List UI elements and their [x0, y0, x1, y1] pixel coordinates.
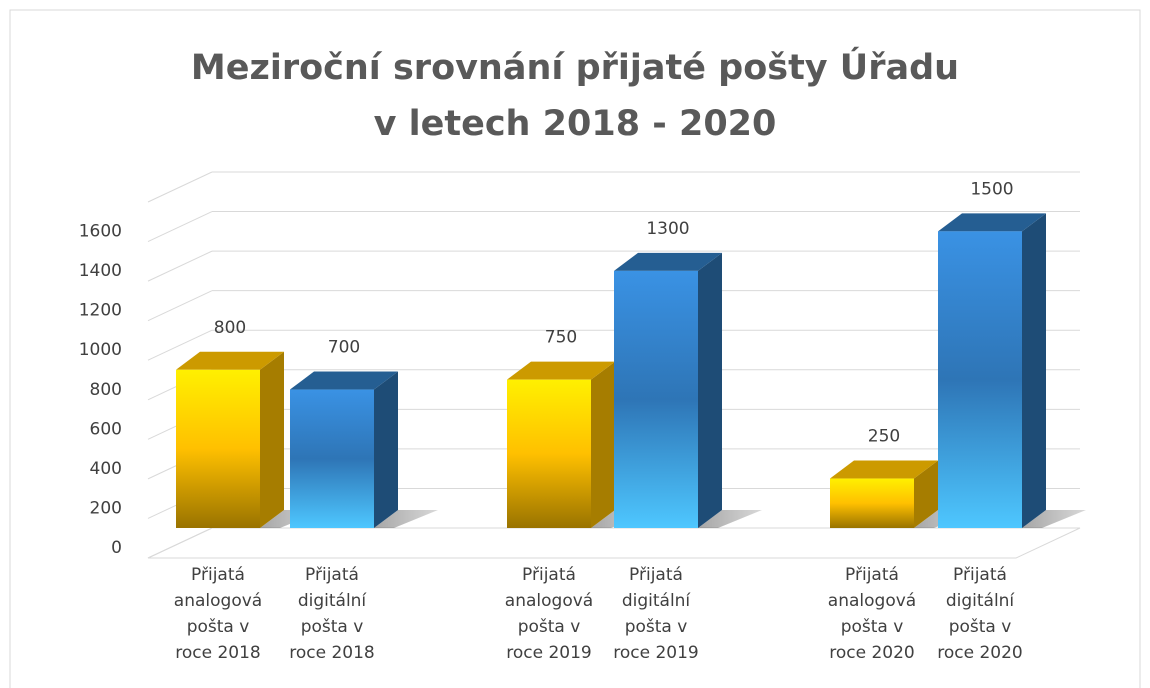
- grid-line: [147, 329, 213, 361]
- y-tick-label: 400: [90, 459, 122, 479]
- bar-side: [260, 351, 284, 528]
- grid-line: [147, 250, 213, 282]
- value-label: 1300: [646, 219, 689, 239]
- bar: [614, 270, 698, 528]
- x-tick-label: Přijatá analogová pošta v roce 2018: [173, 565, 263, 663]
- bar-side: [698, 252, 722, 528]
- grid-line: [147, 290, 213, 322]
- value-label: 1500: [970, 179, 1013, 199]
- grid-line: [147, 211, 213, 243]
- bar-side: [1022, 213, 1046, 529]
- bar-top: [614, 252, 722, 271]
- y-tick-label: 1200: [79, 301, 122, 321]
- value-label: 800: [214, 318, 246, 338]
- bar: [507, 379, 591, 528]
- y-tick-label: 1400: [79, 261, 122, 281]
- bar-top: [507, 361, 615, 380]
- y-tick-label: 1000: [79, 340, 122, 360]
- bar-shadow: [1022, 510, 1086, 528]
- bar-top: [176, 351, 284, 370]
- bar: [290, 389, 374, 528]
- x-tick-label: Přijatá analogová pošta v roce 2019: [504, 565, 594, 663]
- bar: [830, 478, 914, 528]
- chart-title: Meziroční srovnání přijaté pošty Úřadu v…: [190, 48, 960, 144]
- y-tick-label: 800: [90, 380, 122, 400]
- bar-side: [591, 361, 615, 528]
- bar-shadow: [374, 510, 438, 528]
- y-tick-label: 200: [90, 498, 122, 518]
- bar: [176, 369, 260, 528]
- bar-top: [830, 460, 938, 479]
- x-tick-label: Přijatá analogová pošta v roce 2020: [827, 565, 917, 663]
- x-tick-label: Přijatá digitální pošta v roce 2020: [937, 565, 1023, 663]
- bar-shadow: [698, 510, 762, 528]
- bar: [938, 231, 1022, 529]
- y-tick-label: 1600: [79, 222, 122, 242]
- value-label: 700: [328, 338, 360, 358]
- value-label: 750: [545, 328, 577, 348]
- grid-line: [147, 171, 213, 203]
- y-tick-label: 0: [111, 538, 122, 558]
- chart-frame: [9, 9, 1141, 688]
- x-tick-label: Přijatá digitální pošta v roce 2019: [613, 565, 699, 663]
- value-label: 250: [868, 427, 900, 447]
- bar-top: [290, 371, 398, 390]
- bar-side: [914, 460, 938, 528]
- y-tick-label: 600: [90, 419, 122, 439]
- x-tick-label: Přijatá digitální pošta v roce 2018: [289, 565, 375, 663]
- floor-edge: [147, 527, 1081, 559]
- bar-side: [374, 371, 398, 528]
- bar-top: [938, 213, 1046, 232]
